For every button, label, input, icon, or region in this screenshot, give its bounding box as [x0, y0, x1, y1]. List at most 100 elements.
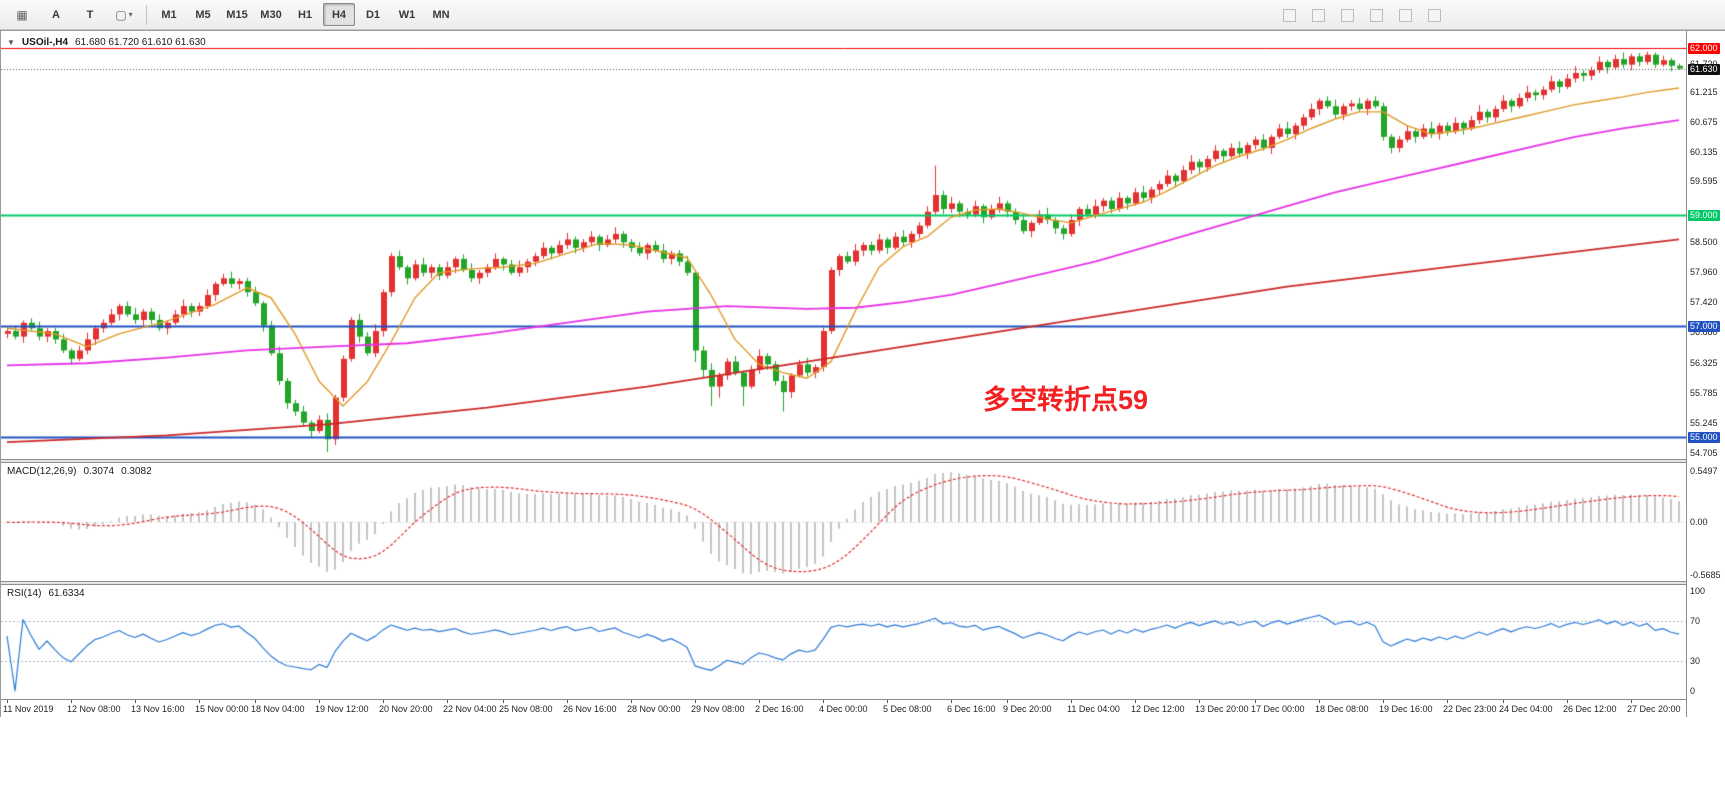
symbol-period-label: USOil-,H4 — [21, 37, 69, 48]
time-tick-mark — [503, 700, 504, 703]
time-tick-mark — [759, 700, 760, 703]
time-tick-mark — [1135, 700, 1136, 703]
price-tick-label: 54.705 — [1690, 448, 1718, 458]
rsi-indicator-name: RSI(14) — [7, 588, 42, 599]
time-tick-mark — [951, 700, 952, 703]
time-tick-mark — [447, 700, 448, 703]
chart-grid-icon[interactable]: ▦ — [6, 3, 38, 26]
timeframe-h4-button[interactable]: H4 — [323, 3, 355, 26]
time-tick-mark — [1319, 700, 1320, 703]
time-tick-label: 12 Dec 12:00 — [1131, 704, 1185, 714]
timeframe-h1-button[interactable]: H1 — [297, 8, 313, 21]
macd-chart-canvas[interactable] — [1, 463, 1686, 581]
macd-indicator-name: MACD(12,26,9) — [7, 466, 77, 477]
time-axis[interactable]: 11 Nov 2019 12 Nov 08:00 13 Nov 16:00 15 No… — [1, 699, 1686, 717]
price-tick-label: 56.880 — [1690, 327, 1718, 337]
symbol-dropdown-icon[interactable]: ▼ — [7, 38, 15, 47]
price-tick-label: 60.675 — [1690, 117, 1718, 127]
time-tick-label: 9 Dec 20:00 — [1003, 704, 1052, 714]
time-tick-label: 27 Dec 20:00 — [1627, 704, 1681, 714]
time-tick-label: 22 Dec 23:00 — [1443, 704, 1497, 714]
shapes-dropdown-button: ▢ — [115, 7, 127, 22]
toolbar-extra-icon[interactable] — [1399, 9, 1412, 22]
toolbar-extra-icon[interactable] — [1283, 9, 1296, 22]
toolbar-extra-icon[interactable] — [1341, 9, 1354, 22]
timeframe-m5-button[interactable]: M5 — [195, 8, 211, 21]
price-tick-label: 61.215 — [1690, 87, 1718, 97]
chart-window: ▼ USOil-,H4 61.680 61.720 61.610 61.630 … — [0, 30, 1725, 717]
chart-grid-icon: ▦ — [16, 7, 28, 22]
time-tick-mark — [1199, 700, 1200, 703]
price-chart-canvas[interactable] — [1, 31, 1686, 459]
timeframe-mn-button[interactable]: MN — [432, 8, 450, 21]
shapes-dropdown-button[interactable]: ▢ ▾ — [108, 3, 140, 26]
time-tick-label: 4 Dec 00:00 — [819, 704, 868, 714]
timeframe-toolbar: M1 M5 M15 M30 H1 H4 D1 W1 MN — [152, 3, 458, 26]
price-panel: ▼ USOil-,H4 61.680 61.720 61.610 61.630 … — [1, 31, 1686, 459]
time-tick-mark — [383, 700, 384, 703]
chart-title: ▼ USOil-,H4 61.680 61.720 61.610 61.630 — [7, 37, 213, 48]
time-tick-label: 11 Dec 04:00 — [1067, 704, 1120, 714]
rsi-value: 61.6334 — [48, 588, 85, 599]
ohlc-values: 61.680 61.720 61.610 61.630 — [75, 37, 206, 48]
hline-price-label: 59.000 — [1688, 210, 1720, 221]
time-tick-label: 18 Dec 08:00 — [1315, 704, 1369, 714]
annotate-text-t-button[interactable]: T — [86, 8, 94, 21]
time-tick-mark — [135, 700, 136, 703]
timeframe-d1-button[interactable]: D1 — [365, 8, 381, 21]
panel-separator[interactable] — [1, 581, 1686, 585]
time-tick-mark — [71, 700, 72, 703]
chart-annotation[interactable]: 多空转折点59 — [983, 385, 1149, 415]
time-tick-mark — [823, 700, 824, 703]
macd-tick-label: 0.5497 — [1690, 466, 1718, 476]
timeframe-w1-button[interactable]: W1 — [398, 8, 416, 21]
rsi-chart-canvas[interactable] — [1, 585, 1686, 699]
time-tick-mark — [7, 700, 8, 703]
rsi-panel: RSI(14) 61.6334 — [1, 585, 1686, 699]
time-tick-label: 17 Dec 00:00 — [1251, 704, 1305, 714]
time-tick-label: 22 Nov 04:00 — [443, 704, 497, 714]
macd-tick-label: 0.00 — [1690, 517, 1708, 527]
toolbar-extra-icon[interactable] — [1370, 9, 1383, 22]
time-tick-label: 19 Nov 12:00 — [315, 704, 369, 714]
rsi-tick-label: 70 — [1690, 616, 1701, 626]
toolbar-right-group — [1283, 9, 1457, 22]
macd-main-value: 0.3074 — [83, 466, 115, 477]
toolbar-extra-icon[interactable] — [1312, 9, 1325, 22]
time-tick-label: 26 Nov 16:00 — [563, 704, 617, 714]
time-tick-label: 11 Nov 2019 — [3, 704, 54, 714]
price-axis[interactable]: 61.72061.21560.67560.13559.59558.50057.9… — [1686, 31, 1725, 717]
time-tick-mark — [319, 700, 320, 703]
price-tick-label: 59.595 — [1690, 176, 1718, 186]
time-tick-mark — [199, 700, 200, 703]
price-tick-label: 57.960 — [1690, 267, 1718, 277]
time-tick-label: 28 Nov 00:00 — [627, 704, 681, 714]
time-tick-mark — [1007, 700, 1008, 703]
time-tick-mark — [1567, 700, 1568, 703]
macd-signal-value: 0.3082 — [121, 466, 152, 477]
time-tick-mark — [1255, 700, 1256, 703]
price-tick-label: 60.135 — [1690, 147, 1718, 157]
toolbar-extra-icon[interactable] — [1428, 9, 1441, 22]
time-tick-label: 29 Nov 08:00 — [691, 704, 745, 714]
annotate-text-a-button[interactable]: A — [52, 8, 60, 21]
time-tick-label: 26 Dec 12:00 — [1563, 704, 1617, 714]
time-tick-mark — [631, 700, 632, 703]
rsi-tick-label: 30 — [1690, 656, 1701, 666]
price-tick-label: 57.420 — [1690, 297, 1718, 307]
time-tick-label: 13 Dec 20:00 — [1195, 704, 1249, 714]
rsi-header: RSI(14) 61.6334 — [7, 588, 92, 599]
time-tick-mark — [887, 700, 888, 703]
time-tick-mark — [1071, 700, 1072, 703]
hline-price-label: 57.000 — [1688, 321, 1720, 332]
time-tick-label: 24 Dec 04:00 — [1499, 704, 1553, 714]
price-tick-label: 58.500 — [1690, 237, 1718, 247]
hline-price-label: 55.000 — [1688, 432, 1720, 443]
panel-separator[interactable] — [1, 459, 1686, 463]
time-tick-mark — [1631, 700, 1632, 703]
timeframe-m30-button[interactable]: M30 — [260, 8, 282, 21]
timeframe-m15-button[interactable]: M15 — [226, 8, 248, 21]
time-tick-label: 15 Nov 00:00 — [195, 704, 249, 714]
timeframe-m1-button[interactable]: M1 — [161, 8, 177, 21]
time-tick-mark — [255, 700, 256, 703]
